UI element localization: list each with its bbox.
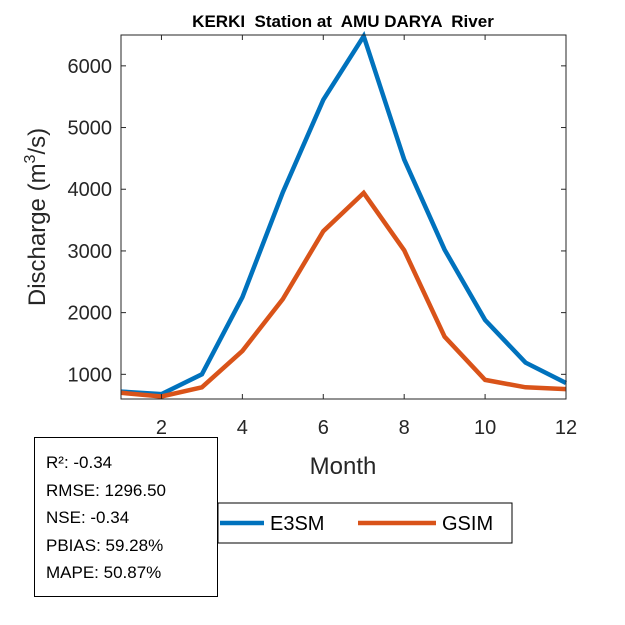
y-tick-label: 4000 bbox=[68, 179, 113, 201]
x-tick-label: 10 bbox=[474, 417, 496, 439]
series-line-gsim bbox=[120, 189, 567, 399]
axes-box bbox=[120, 34, 567, 400]
y-axis-label: Discharge (m3/s) bbox=[22, 128, 51, 306]
y-tick-label: 5000 bbox=[68, 118, 113, 140]
plot-area: 2 4 6 8 10 12 1000 2000 3000 4000 5000 6000 bbox=[68, 30, 577, 439]
x-tick-label: 8 bbox=[399, 417, 410, 439]
stat-mape: MAPE: 50.87% bbox=[46, 563, 162, 582]
y-axis-label-superscript: 3 bbox=[22, 154, 39, 163]
x-tick-label: 6 bbox=[318, 417, 329, 439]
stat-r2: R²: -0.34 bbox=[46, 453, 113, 472]
y-tick-label: 3000 bbox=[68, 241, 113, 263]
y-tick-label: 6000 bbox=[68, 56, 113, 78]
legend-label-gsim: GSIM bbox=[442, 513, 493, 535]
y-tick-label: 2000 bbox=[68, 303, 113, 325]
x-tick-label: 12 bbox=[555, 417, 577, 439]
legend-label-e3sm: E3SM bbox=[270, 513, 324, 535]
stat-pbias: PBIAS: 59.28% bbox=[46, 535, 164, 555]
y-tick-label: 1000 bbox=[68, 364, 113, 386]
legend: E3SM GSIM bbox=[217, 502, 513, 544]
series-line-e3sm bbox=[120, 30, 568, 397]
stat-rmse: RMSE: 1296.50 bbox=[46, 480, 167, 500]
x-axis-label: Month bbox=[310, 453, 377, 480]
y-axis-label-suffix: /s) bbox=[24, 128, 51, 155]
stat-nse: NSE: -0.34 bbox=[46, 508, 130, 527]
x-tick-label: 2 bbox=[156, 417, 167, 439]
plot-background bbox=[121, 35, 566, 399]
y-axis-label-prefix: Discharge (m bbox=[24, 163, 51, 306]
stats-box: R²: -0.34 RMSE: 1296.50 NSE: -0.34 PBIAS… bbox=[34, 437, 218, 597]
x-tick-label: 4 bbox=[237, 417, 248, 439]
chart-title: KERKI Station at AMU DARYA River bbox=[192, 12, 494, 31]
